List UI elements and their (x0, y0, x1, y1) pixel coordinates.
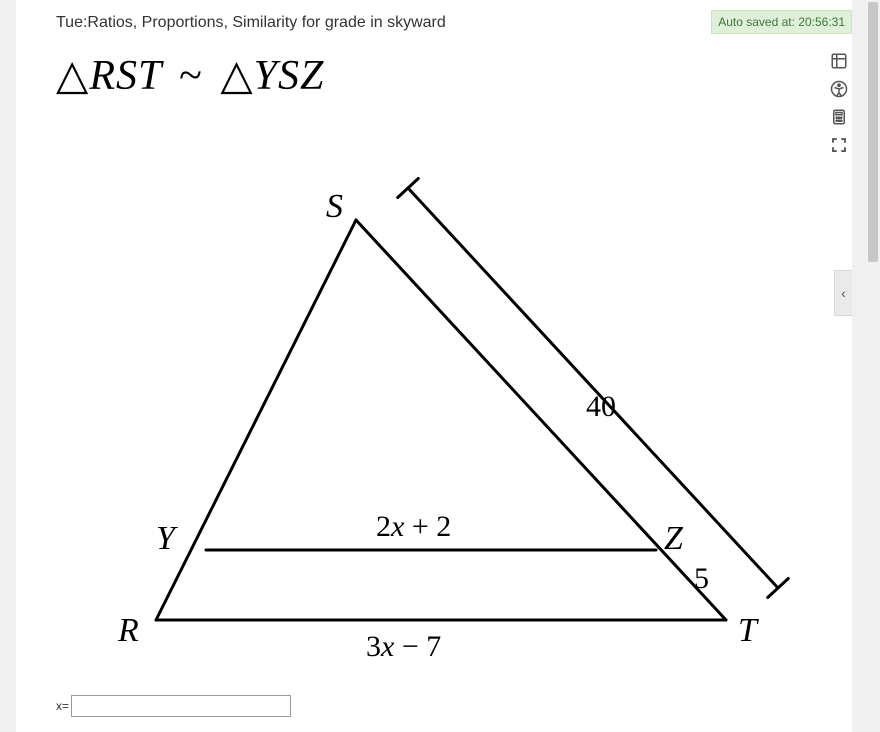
vertex-Z-label: Z (664, 520, 683, 558)
collapse-sidebar-button[interactable]: ‹ (834, 270, 852, 316)
scrollbar-track[interactable] (866, 0, 880, 732)
answer-input[interactable] (71, 695, 291, 717)
diagram-svg (96, 160, 796, 670)
vertex-T-label: T (738, 612, 757, 650)
vertex-Y-label: Y (156, 520, 175, 558)
tool-sidebar (826, 52, 852, 154)
triangle-diagram: S Y Z R T 40 5 2x + 2 3x − 7 (96, 160, 796, 670)
answer-row: x= (56, 695, 291, 717)
navigator-icon[interactable] (830, 52, 848, 70)
segment-YZ-expression: 2x + 2 (376, 510, 451, 544)
calculator-icon[interactable] (830, 108, 848, 126)
similarity-statement: △RST ~ △YSZ (56, 50, 324, 100)
question-title: Tue:Ratios, Proportions, Similarity for … (56, 14, 446, 32)
scrollbar-thumb[interactable] (868, 2, 878, 262)
autosave-badge: Auto saved at: 20:56:31 (711, 10, 852, 34)
chevron-left-icon: ‹ (841, 285, 846, 301)
side-ST-length: 40 (586, 390, 616, 424)
answer-label: x= (56, 699, 69, 713)
fullscreen-icon[interactable] (830, 136, 848, 154)
accessibility-icon[interactable] (830, 80, 848, 98)
vertex-R-label: R (118, 612, 139, 650)
segment-ZT-length: 5 (694, 562, 709, 596)
question-page: Tue:Ratios, Proportions, Similarity for … (16, 0, 852, 732)
side-RT-expression: 3x − 7 (366, 630, 441, 664)
vertex-S-label: S (326, 188, 343, 226)
